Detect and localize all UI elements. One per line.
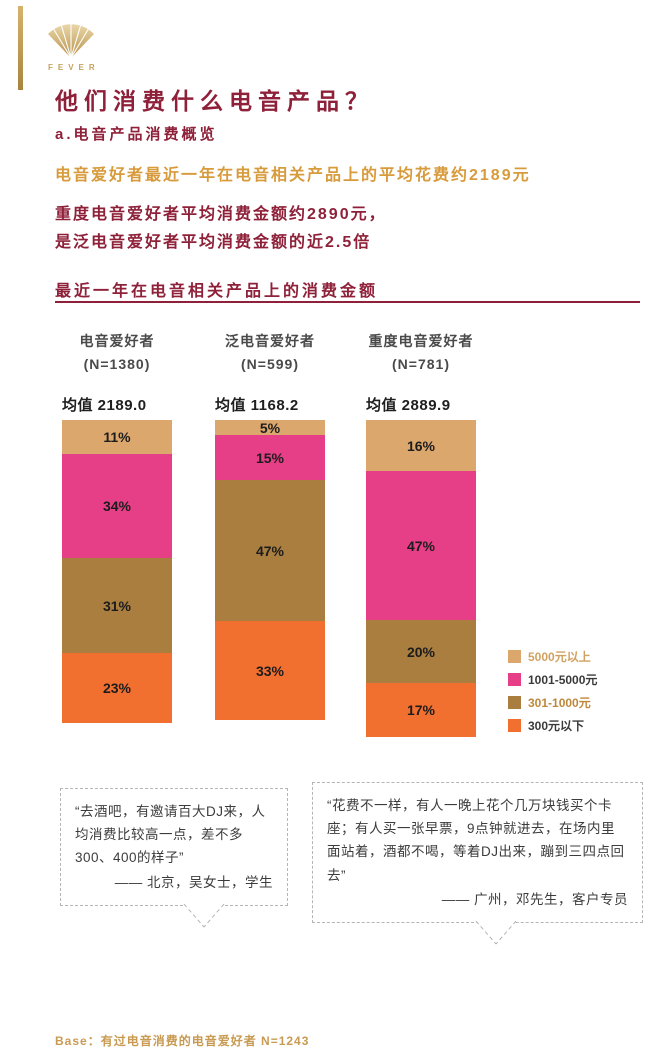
group-mean-label: 均值 2889.9 [366, 397, 451, 414]
segment-value-label: 47% [406, 537, 436, 554]
stacked-bar: 16% 47% 20% 17% [366, 420, 476, 737]
segment-value-label: 47% [255, 542, 285, 559]
speech-tail-icon [475, 921, 517, 945]
quote-card-guangzhou: “花费不一样，有人一晚上花个几万块钱买个卡座；有人买一张早票，9点钟就进去，在场… [312, 782, 643, 945]
segment-value-label: 16% [406, 437, 436, 454]
section-label: a.电音产品消费概览 [55, 126, 218, 143]
group-label: 电音爱好者 (N=1380) [79, 333, 155, 373]
left-accent-bar [18, 6, 23, 90]
group-mean-label: 均值 2189.0 [62, 397, 147, 414]
bar-segment: 47% [366, 471, 476, 620]
chart-title: 最近一年在电音相关产品上的消费金额 [55, 283, 379, 300]
stacked-bar-chart: 电音爱好者 (N=1380) 均值 2189.0 11% 34% 31% 23% 泛电音爱好者… [62, 330, 542, 750]
quote-attribution: —— 广州，邓先生，客户专员 [441, 891, 628, 907]
chart-legend: 5000元以上 1001-5000元 301-1000元 300元以下 [508, 650, 597, 742]
segment-value-label: 34% [102, 498, 132, 514]
legend-swatch [508, 673, 521, 686]
segment-value-label: 5% [259, 419, 281, 436]
bar-segment: 16% [366, 420, 476, 471]
stacked-bar: 5% 15% 47% 33% [215, 420, 325, 720]
bar-segment: 33% [215, 621, 325, 720]
legend-item: 1001-5000元 [508, 673, 598, 687]
legend-swatch [508, 650, 521, 663]
bar-segment: 20% [366, 620, 476, 683]
bar-segment: 47% [215, 480, 325, 621]
quote-text: “花费不一样，有人一晚上花个几万块钱买个卡座；有人买一张早票，9点钟就进去，在场… [327, 798, 625, 883]
quote-text: “去酒吧，有邀请百大DJ来，人均消费比较高一点，差不多300、400的样子” [75, 804, 266, 866]
stat-line-1: 重度电音爱好者平均消费金额约2890元， [55, 206, 387, 223]
group-mean-label: 均值 1168.2 [215, 397, 299, 414]
bar-segment: 23% [62, 653, 172, 723]
segment-value-label: 23% [102, 680, 132, 696]
base-note: Base：有过电音消费的电音爱好者 N=1243 [55, 1034, 310, 1048]
legend-label: 301-1000元 [528, 696, 591, 710]
speech-tail-icon [183, 903, 225, 928]
segment-value-label: 20% [406, 643, 436, 660]
segment-value-label: 17% [406, 702, 436, 718]
bar-segment: 11% [62, 420, 172, 454]
bar-segment: 5% [215, 419, 325, 436]
stacked-bar: 11% 34% 31% 23% [62, 420, 172, 723]
divider-line [55, 301, 640, 303]
bar-segment: 17% [366, 683, 476, 737]
legend-item: 300元以下 [508, 719, 597, 733]
segment-value-label: 33% [255, 662, 285, 679]
legend-label: 5000元以上 [528, 650, 591, 664]
bar-segment: 15% [215, 435, 325, 480]
stat-line-2: 是泛电音爱好者平均消费金额的近2.5倍 [55, 234, 372, 251]
legend-swatch [508, 719, 521, 732]
highlight-stat-line: 电音爱好者最近一年在电音相关产品上的平均花费约2189元 [55, 167, 531, 184]
segment-value-label: 31% [102, 597, 132, 614]
bar-segment: 34% [62, 454, 172, 558]
legend-item: 5000元以上 [508, 650, 597, 664]
page-title: 他们消费什么电音产品？ [55, 88, 374, 114]
legend-item: 301-1000元 [508, 696, 597, 710]
brand-wordmark: FEVER [48, 63, 100, 72]
segment-value-label: 11% [103, 429, 131, 445]
quote-card-beijing: “去酒吧，有邀请百大DJ来，人均消费比较高一点，差不多300、400的样子” —… [60, 788, 288, 928]
legend-label: 300元以下 [528, 719, 585, 733]
segment-value-label: 15% [255, 449, 285, 466]
group-label: 重度电音爱好者 (N=781) [368, 333, 474, 373]
quote-attribution: —— 北京，吴女士，学生 [114, 874, 273, 890]
legend-swatch [508, 696, 521, 709]
fever-fan-icon [48, 23, 94, 59]
group-label: 泛电音爱好者 (N=599) [225, 333, 315, 373]
bar-segment: 31% [62, 558, 172, 653]
legend-label: 1001-5000元 [528, 673, 598, 687]
